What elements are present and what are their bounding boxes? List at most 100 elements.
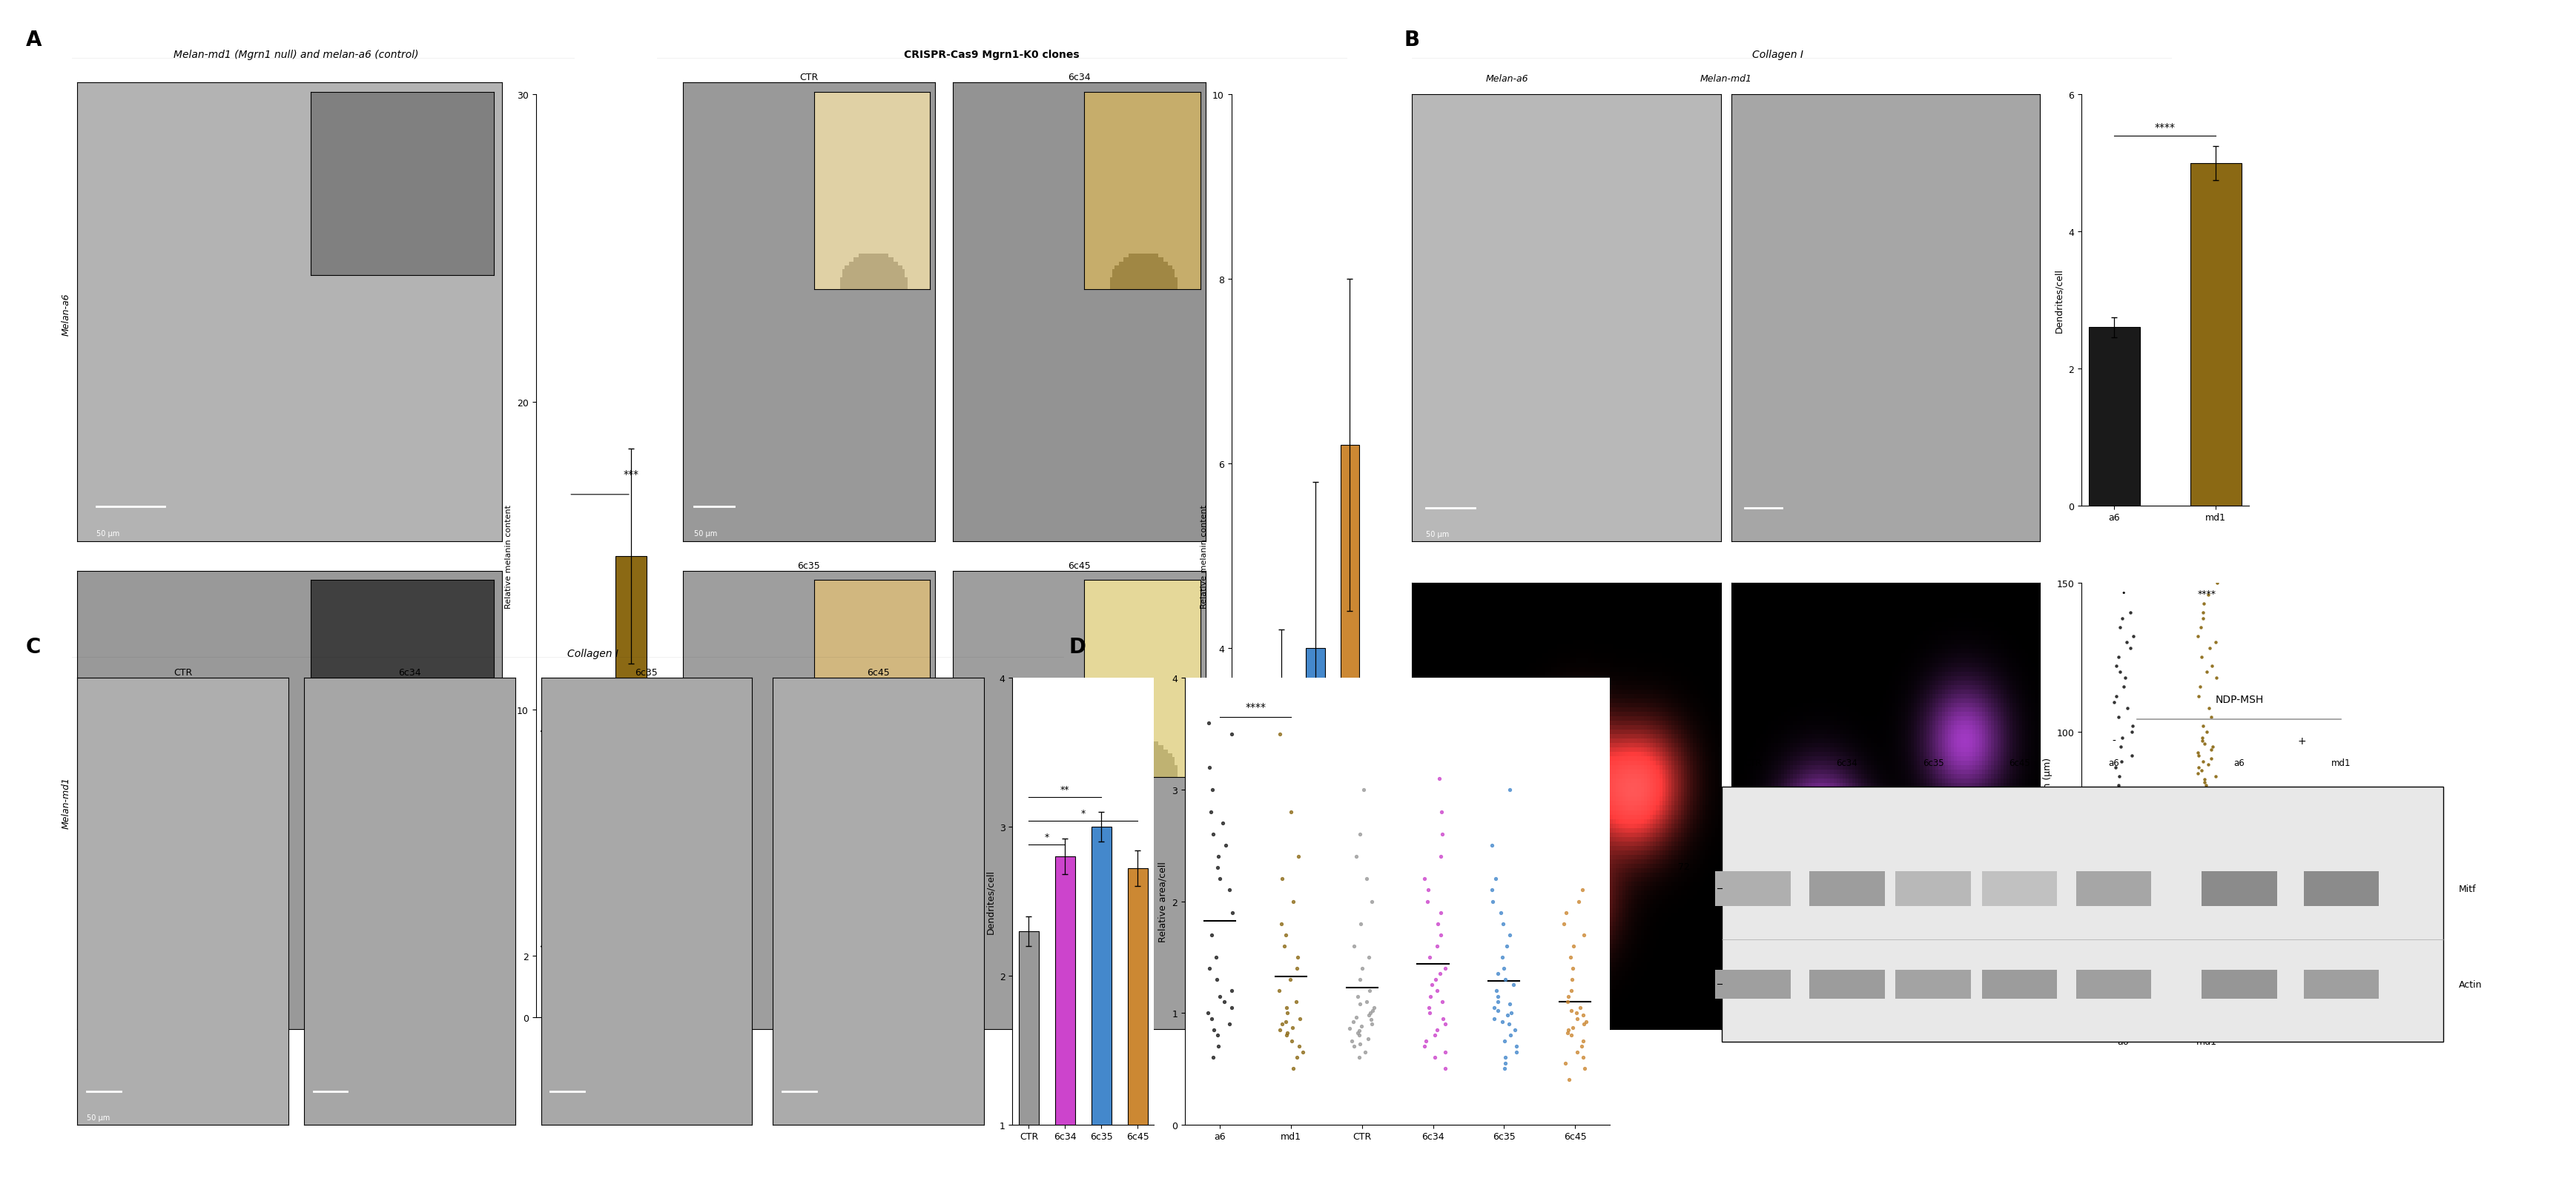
- Point: [1334, 1008, 1376, 1027]
- Point: [2099, 835, 2141, 854]
- Y-axis label: Relative area/cell: Relative area/cell: [1159, 862, 1167, 941]
- Point: [2099, 618, 2141, 637]
- Point: [1337, 987, 1378, 1006]
- Point: [1561, 1032, 1602, 1051]
- Point: [1406, 1032, 1448, 1051]
- Point: [1419, 926, 1461, 945]
- Point: [2099, 797, 2141, 816]
- Point: [2112, 746, 2154, 765]
- Point: [1188, 1003, 1229, 1022]
- Title: 6c34: 6c34: [1069, 73, 1090, 82]
- Point: [2099, 663, 2141, 682]
- Text: 50 μm: 50 μm: [693, 530, 716, 538]
- Point: [1476, 870, 1517, 889]
- Point: [1548, 987, 1589, 1006]
- Point: [2192, 829, 2233, 848]
- Point: [2184, 800, 2226, 819]
- Point: [1347, 992, 1388, 1012]
- Point: [1347, 947, 1388, 966]
- Point: [2195, 901, 2236, 920]
- Point: [2190, 707, 2231, 726]
- Point: [1489, 1026, 1530, 1045]
- Point: [1340, 1034, 1381, 1054]
- Point: [2177, 627, 2218, 646]
- Point: [1425, 1042, 1466, 1061]
- Text: 50 μm: 50 μm: [88, 1114, 111, 1121]
- Text: •: •: [2120, 589, 2125, 596]
- Point: [2182, 871, 2223, 890]
- Point: [1203, 992, 1244, 1012]
- Point: [1473, 998, 1515, 1017]
- Point: [2195, 835, 2236, 854]
- Point: [1546, 1023, 1587, 1042]
- Text: Melan-md1: Melan-md1: [1700, 74, 1752, 83]
- Point: [1270, 802, 1311, 821]
- Y-axis label: Relative melanin content: Relative melanin content: [505, 505, 513, 608]
- Point: [2097, 904, 2138, 923]
- Point: [2177, 687, 2218, 706]
- Text: NDP-MSH: NDP-MSH: [2215, 694, 2264, 704]
- Point: [2110, 788, 2151, 807]
- Point: [1340, 825, 1381, 844]
- Title: CTR: CTR: [799, 73, 819, 82]
- Point: [2179, 677, 2221, 696]
- Point: [1481, 903, 1522, 922]
- Text: A: A: [26, 30, 41, 50]
- Point: [2097, 859, 2138, 878]
- Point: [2179, 746, 2221, 765]
- Point: [2195, 913, 2236, 932]
- Point: [2105, 945, 2146, 964]
- Point: [1280, 1009, 1321, 1028]
- Point: [1553, 937, 1595, 956]
- Point: [1211, 903, 1252, 922]
- Point: [2105, 669, 2146, 688]
- Bar: [1306, 649, 1324, 1017]
- Bar: [1340, 445, 1360, 1017]
- Point: [1270, 1032, 1311, 1051]
- Point: [2097, 707, 2138, 726]
- Point: [2195, 633, 2236, 652]
- Point: [1190, 1009, 1231, 1028]
- Point: [2107, 633, 2148, 652]
- Point: [1262, 870, 1303, 889]
- Point: [1419, 769, 1461, 788]
- Point: [2182, 603, 2223, 622]
- Point: [1340, 970, 1381, 989]
- Text: ****: ****: [2154, 123, 2177, 133]
- Point: [1347, 870, 1388, 889]
- Point: [2112, 812, 2154, 831]
- Title: 6c35: 6c35: [799, 560, 819, 570]
- Point: [2187, 754, 2228, 774]
- Point: [1265, 926, 1306, 945]
- Text: **: **: [1061, 784, 1069, 794]
- Point: [1471, 881, 1512, 900]
- Text: C: C: [26, 637, 41, 657]
- Text: Mitf: Mitf: [2460, 884, 2476, 894]
- Point: [1188, 959, 1229, 978]
- Point: [2182, 823, 2223, 843]
- Point: [1543, 914, 1584, 933]
- Text: Melan-a6: Melan-a6: [1486, 74, 1528, 83]
- Point: [1347, 1029, 1388, 1048]
- Point: [1406, 892, 1448, 912]
- Text: 55: 55: [1680, 951, 1690, 960]
- Text: Actin: Actin: [2460, 979, 2483, 989]
- Point: [1561, 1006, 1602, 1025]
- Text: 72: 72: [1680, 862, 1690, 871]
- Point: [2097, 647, 2138, 666]
- Point: [1340, 1048, 1381, 1067]
- Point: [2094, 889, 2136, 908]
- Point: [2112, 716, 2154, 735]
- Text: 25 μm: 25 μm: [1425, 1019, 1448, 1026]
- Point: [1564, 926, 1605, 945]
- Point: [1409, 987, 1450, 1006]
- Point: [1489, 926, 1530, 945]
- Point: [1278, 1036, 1319, 1056]
- Point: [2182, 731, 2223, 750]
- Point: [2182, 868, 2223, 887]
- Point: [2182, 716, 2223, 735]
- Point: [1273, 1059, 1314, 1078]
- Point: [2187, 931, 2228, 950]
- Point: [2094, 901, 2136, 920]
- Point: [1211, 998, 1252, 1017]
